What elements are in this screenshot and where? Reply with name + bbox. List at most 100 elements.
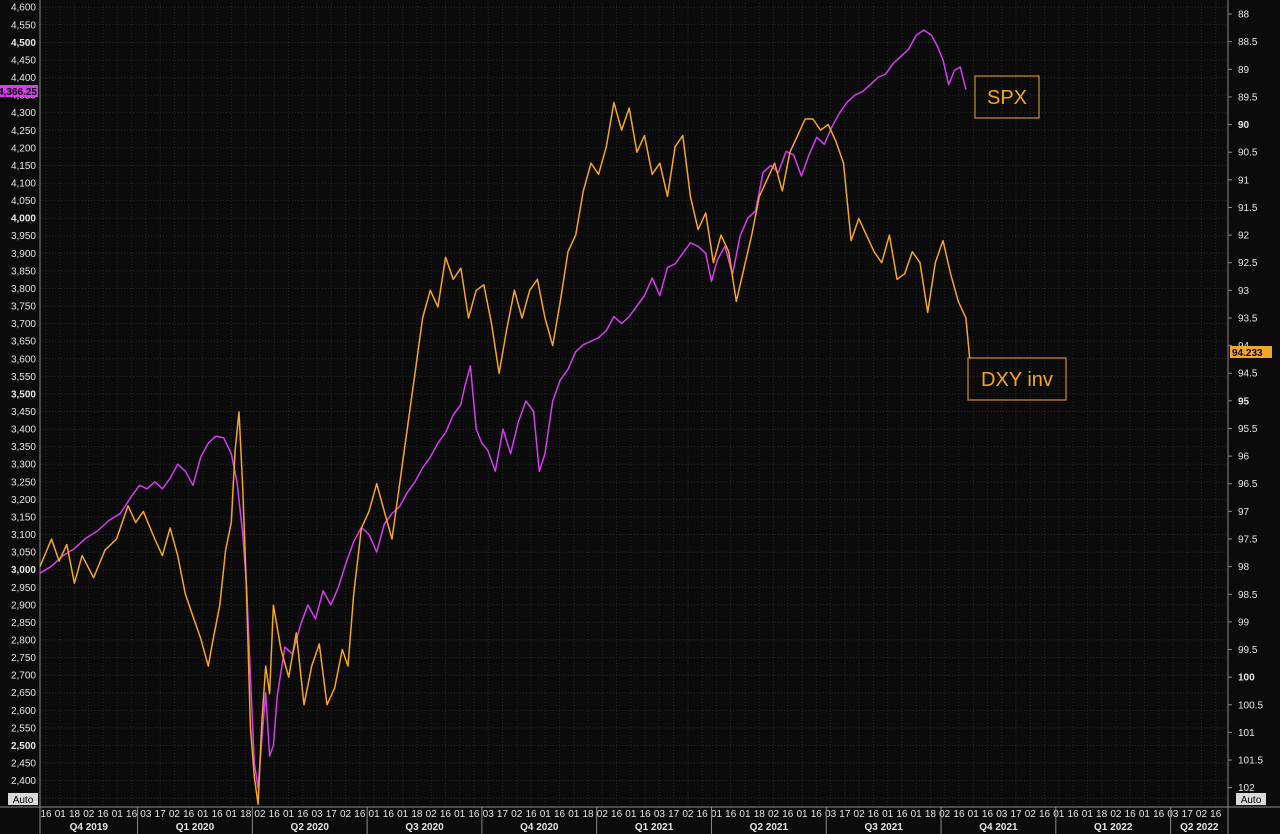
annotation-dxy-label: DXY inv (981, 369, 1053, 391)
x-day-tick-label: 17 (668, 809, 680, 820)
right-axis: 8888.58989.59090.59191.59292.59393.59494… (1228, 10, 1263, 794)
x-quarter-label: Q1 2022 (1094, 822, 1133, 833)
right-tick-label: 98 (1238, 562, 1250, 573)
x-day-tick-label: 02 (254, 809, 266, 820)
left-last-value-tag-bg (0, 85, 38, 97)
x-day-tick-label: 01 (711, 809, 723, 820)
left-tick-label: 3,100 (11, 530, 36, 541)
right-last-value-tag-bg (1230, 346, 1272, 358)
x-day-tick-label: 16 (611, 809, 623, 820)
left-tick-label: 3,200 (11, 495, 36, 506)
left-tick-label: 4,000 (11, 214, 36, 225)
right-tick-label: 98.5 (1238, 590, 1258, 601)
left-tick-label: 3,550 (11, 372, 36, 383)
x-day-tick-label: 01 (968, 809, 980, 820)
left-tick-label: 3,800 (11, 284, 36, 295)
right-tick-label: 101.5 (1238, 756, 1263, 767)
x-day-tick-label: 17 (1182, 809, 1194, 820)
series-line-spx (39, 29, 967, 789)
right-tick-label: 96 (1238, 452, 1250, 463)
x-day-tick-label: 03 (825, 809, 837, 820)
right-tick-label: 92.5 (1238, 258, 1258, 269)
x-day-tick-label: 16 (40, 809, 52, 820)
left-tick-label: 3,050 (11, 548, 36, 559)
x-day-tick-label: 16 (383, 809, 395, 820)
x-day-tick-label: 01 (739, 809, 751, 820)
x-day-tick-label: 17 (155, 809, 167, 820)
left-tick-label: 4,050 (11, 196, 36, 207)
left-tick-label: 4,100 (11, 178, 36, 189)
x-day-tick-label: 02 (1110, 809, 1122, 820)
auto-scale-right-button[interactable]: Auto (1236, 793, 1266, 806)
right-last-value-tag: 94.233 (1230, 346, 1272, 359)
x-day-tick-label: 16 (554, 809, 566, 820)
series-line-dxy (39, 101, 971, 805)
x-day-tick-label: 03 (1167, 809, 1179, 820)
left-tick-label: 2,750 (11, 653, 36, 664)
x-quarter-label: Q3 2021 (864, 822, 903, 833)
right-tick-label: 94.5 (1238, 369, 1258, 380)
x-day-tick-label: 01 (540, 809, 552, 820)
auto-scale-right-button-bg[interactable] (1236, 793, 1266, 805)
x-day-tick-label: 16 (525, 809, 537, 820)
auto-scale-right-button-label[interactable]: Auto (1241, 795, 1262, 806)
x-day-tick-label: 16 (468, 809, 480, 820)
right-tick-label: 92 (1238, 231, 1250, 242)
x-day-tick-label: 16 (896, 809, 908, 820)
x-day-tick-label: 16 (183, 809, 195, 820)
annotation-spx-label: SPX (987, 87, 1027, 109)
auto-scale-left-button[interactable]: Auto (8, 793, 38, 806)
left-tick-label: 2,700 (11, 671, 36, 682)
right-tick-label: 89.5 (1238, 92, 1258, 103)
left-tick-label: 3,500 (11, 389, 36, 400)
left-tick-label: 4,250 (11, 126, 36, 137)
right-tick-label: 95 (1238, 396, 1250, 407)
x-day-tick-label: 01 (1082, 809, 1094, 820)
right-tick-label: 96.5 (1238, 479, 1258, 490)
right-tick-label: 99 (1238, 617, 1250, 628)
x-day-tick-label: 01 (197, 809, 209, 820)
x-quarter-label: Q1 2021 (635, 822, 674, 833)
right-tick-label: 91 (1238, 175, 1250, 186)
left-tick-label: 4,550 (11, 20, 36, 31)
x-day-tick-label: 17 (326, 809, 338, 820)
left-tick-label: 3,400 (11, 425, 36, 436)
x-day-tick-label: 02 (854, 809, 866, 820)
x-day-tick-label: 18 (69, 809, 81, 820)
x-day-tick-label: 02 (340, 809, 352, 820)
x-day-tick-label: 02 (682, 809, 694, 820)
right-tick-label: 100 (1238, 673, 1255, 684)
x-day-tick-label: 03 (311, 809, 323, 820)
right-tick-label: 101 (1238, 728, 1255, 739)
x-day-tick-label: 01 (796, 809, 808, 820)
left-tick-label: 2,650 (11, 688, 36, 699)
left-tick-label: 4,400 (11, 73, 36, 84)
left-tick-label: 2,450 (11, 759, 36, 770)
right-tick-label: 99.5 (1238, 645, 1258, 656)
x-day-tick-label: 16 (640, 809, 652, 820)
left-tick-label: 4,200 (11, 143, 36, 154)
x-quarter-label: Q4 2019 (70, 822, 109, 833)
right-tick-label: 93 (1238, 286, 1250, 297)
x-day-tick-label: 02 (597, 809, 609, 820)
left-tick-label: 3,300 (11, 460, 36, 471)
x-day-tick-label: 16 (1153, 809, 1165, 820)
left-tick-label: 3,250 (11, 477, 36, 488)
x-day-tick-label: 03 (140, 809, 152, 820)
x-day-tick-label: 18 (411, 809, 423, 820)
right-tick-label: 88 (1238, 10, 1250, 21)
x-day-tick-label: 02 (511, 809, 523, 820)
left-tick-label: 2,900 (11, 600, 36, 611)
left-tick-label: 2,600 (11, 706, 36, 717)
x-day-tick-label: 02 (426, 809, 438, 820)
x-day-tick-label: 16 (212, 809, 224, 820)
left-tick-label: 4,600 (11, 3, 36, 14)
auto-scale-left-button-label[interactable]: Auto (13, 795, 34, 806)
x-day-tick-label: 18 (583, 809, 595, 820)
left-tick-label: 3,900 (11, 249, 36, 260)
auto-scale-left-button-bg[interactable] (8, 793, 38, 805)
x-day-tick-label: 18 (240, 809, 252, 820)
x-day-tick-label: 18 (1096, 809, 1108, 820)
x-day-tick-label: 02 (768, 809, 780, 820)
